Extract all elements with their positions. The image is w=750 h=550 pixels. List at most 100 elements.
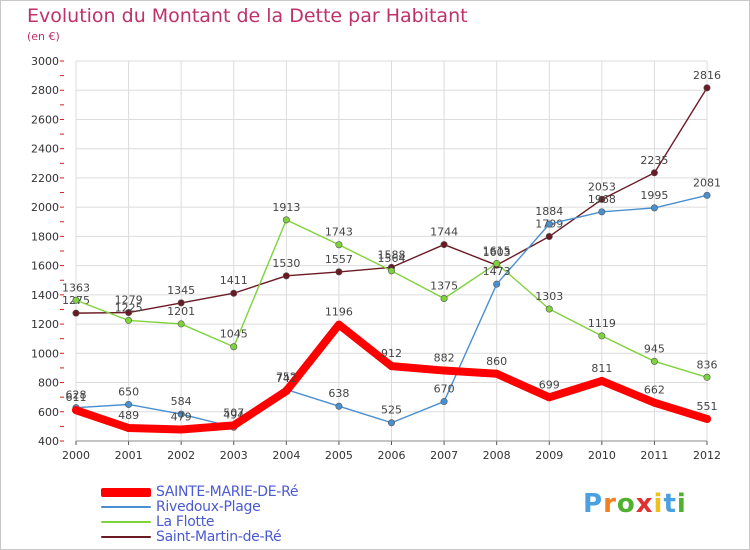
- y-tick-label: 600: [38, 406, 59, 419]
- legend-label: Rivedoux-Plage: [156, 499, 261, 515]
- data-point: [650, 204, 658, 212]
- data-label: 1279: [115, 294, 143, 307]
- data-point: [282, 387, 291, 396]
- data-label: 638: [328, 387, 349, 400]
- x-tick-label: 2007: [430, 449, 458, 462]
- data-point: [703, 414, 711, 423]
- data-point: [229, 421, 238, 430]
- data-point: [230, 343, 238, 351]
- data-point: [545, 233, 553, 241]
- x-tick-label: 2002: [167, 449, 195, 462]
- data-point: [493, 259, 501, 267]
- x-tick-label: 2009: [535, 449, 563, 462]
- data-label: 584: [171, 395, 192, 408]
- data-label: 2235: [640, 154, 668, 167]
- data-point: [282, 216, 290, 224]
- data-label: 1968: [588, 193, 616, 206]
- data-label: 1615: [483, 244, 511, 257]
- data-label: 2053: [588, 180, 616, 193]
- data-label: 662: [644, 384, 665, 397]
- data-point: [387, 362, 396, 371]
- data-point: [545, 305, 553, 313]
- legend-item: La Flotte: [101, 514, 215, 530]
- data-label: 1588: [378, 248, 406, 261]
- x-tick-label: 2010: [588, 449, 616, 462]
- data-label: 1201: [167, 305, 195, 318]
- data-point: [650, 357, 658, 365]
- data-label: 1411: [220, 274, 248, 287]
- data-label: 699: [539, 378, 560, 391]
- data-point: [334, 320, 343, 329]
- y-tick-label: 1800: [31, 230, 59, 243]
- data-point: [597, 376, 606, 385]
- data-point: [440, 366, 449, 375]
- x-tick-label: 2006: [378, 449, 406, 462]
- y-tick-label: 2600: [31, 113, 59, 126]
- data-point: [493, 280, 501, 288]
- legend-swatch: [101, 521, 151, 523]
- logo-letter: o: [616, 489, 636, 519]
- data-label: 489: [118, 409, 139, 422]
- data-label: 1744: [430, 226, 458, 239]
- x-tick-label: 2001: [115, 449, 143, 462]
- legend-label: SAINTE-MARIE-DE-Ré: [156, 484, 299, 500]
- data-label: 525: [381, 404, 402, 417]
- data-point: [440, 294, 448, 302]
- data-label: 1557: [325, 253, 353, 266]
- data-label: 860: [486, 355, 507, 368]
- x-tick-label: 2005: [325, 449, 353, 462]
- y-tick-label: 2400: [31, 143, 59, 156]
- data-point: [125, 309, 133, 317]
- chart-title: Evolution du Montant de la Dette par Hab…: [27, 5, 468, 27]
- y-tick-label: 1000: [31, 347, 59, 360]
- logo-letter: i: [653, 489, 664, 519]
- y-tick-label: 1400: [31, 289, 59, 302]
- data-point: [598, 332, 606, 340]
- logo-letter: i: [676, 489, 687, 519]
- data-point: [72, 309, 80, 317]
- data-label: 1530: [272, 257, 300, 270]
- data-label: 882: [434, 352, 455, 365]
- data-point: [440, 398, 448, 406]
- logo-letter: P: [583, 489, 604, 519]
- data-label: 670: [434, 383, 455, 396]
- data-label: 650: [118, 385, 139, 398]
- logo-letter: t: [663, 489, 677, 519]
- data-label: 1225: [115, 301, 143, 314]
- data-point: [703, 84, 711, 92]
- data-point: [177, 425, 186, 434]
- y-tick-label: 800: [38, 377, 59, 390]
- data-label: 1196: [325, 306, 353, 319]
- legend-label: Saint-Martin-de-Ré: [156, 529, 282, 545]
- data-label: 811: [591, 362, 612, 375]
- data-point: [650, 398, 659, 407]
- data-point: [282, 272, 290, 280]
- data-label: 551: [697, 400, 718, 413]
- data-point: [230, 289, 238, 297]
- legend-swatch: [101, 506, 151, 508]
- legend-swatch: [101, 536, 151, 538]
- legend-label: La Flotte: [156, 514, 215, 530]
- data-point: [492, 369, 501, 378]
- data-point: [703, 191, 711, 199]
- data-label: 1603: [483, 246, 511, 259]
- y-tick-label: 400: [38, 435, 59, 448]
- legend-item: Rivedoux-Plage: [101, 499, 261, 515]
- data-label: 1564: [378, 252, 406, 265]
- data-point: [177, 410, 185, 418]
- data-label: 1743: [325, 226, 353, 239]
- data-point: [125, 316, 133, 324]
- data-point: [335, 241, 343, 249]
- logo-letter: r: [603, 489, 617, 519]
- data-label: 479: [171, 410, 192, 423]
- data-point: [125, 400, 133, 408]
- data-point: [387, 267, 395, 275]
- data-label: 507: [223, 406, 244, 419]
- data-point: [440, 241, 448, 249]
- data-label: 611: [66, 391, 87, 404]
- data-label: 1995: [640, 189, 668, 202]
- y-tick-label: 2000: [31, 201, 59, 214]
- data-label: 836: [697, 358, 718, 371]
